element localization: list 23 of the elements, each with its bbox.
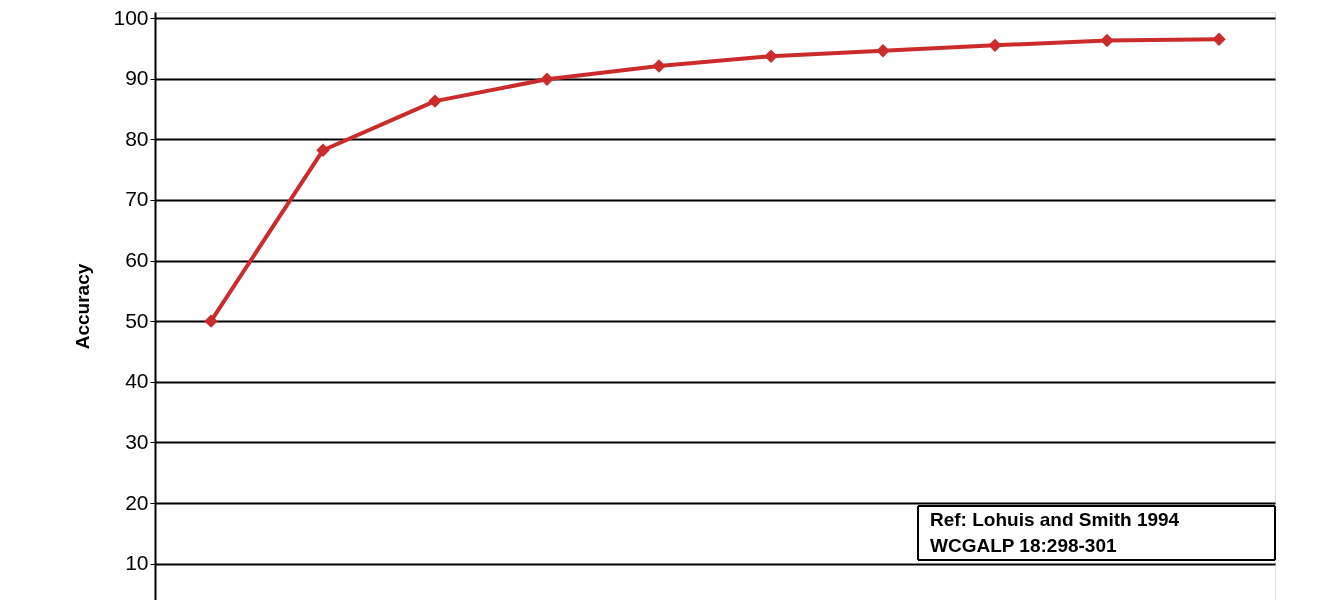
y-tick-label: 20 <box>125 490 149 514</box>
annotation: WCGALP 18:298-301 <box>930 535 1117 556</box>
annotation: Ref: Lohuis and Smith 1994 <box>930 509 1180 530</box>
point <box>876 44 890 58</box>
point <box>652 59 666 73</box>
y-tick-label: 80 <box>125 126 149 150</box>
point <box>764 49 778 63</box>
y-tick-label: 100 <box>113 5 149 29</box>
y-tick-label: 70 <box>125 187 149 211</box>
point <box>540 72 554 86</box>
y-tick-label: 10 <box>125 551 149 575</box>
y-tick-label: 60 <box>125 248 149 272</box>
point <box>1212 32 1226 46</box>
point <box>428 94 442 108</box>
y-tick-label: 40 <box>125 369 149 393</box>
point <box>316 143 330 157</box>
y-tick-label: 90 <box>125 66 149 90</box>
point <box>204 314 218 328</box>
point <box>988 38 1002 53</box>
y-axis-title: Accuracy <box>72 263 94 350</box>
point <box>1100 33 1114 48</box>
y-tick-label: 30 <box>125 429 149 453</box>
y-tick-label: 50 <box>125 308 149 332</box>
